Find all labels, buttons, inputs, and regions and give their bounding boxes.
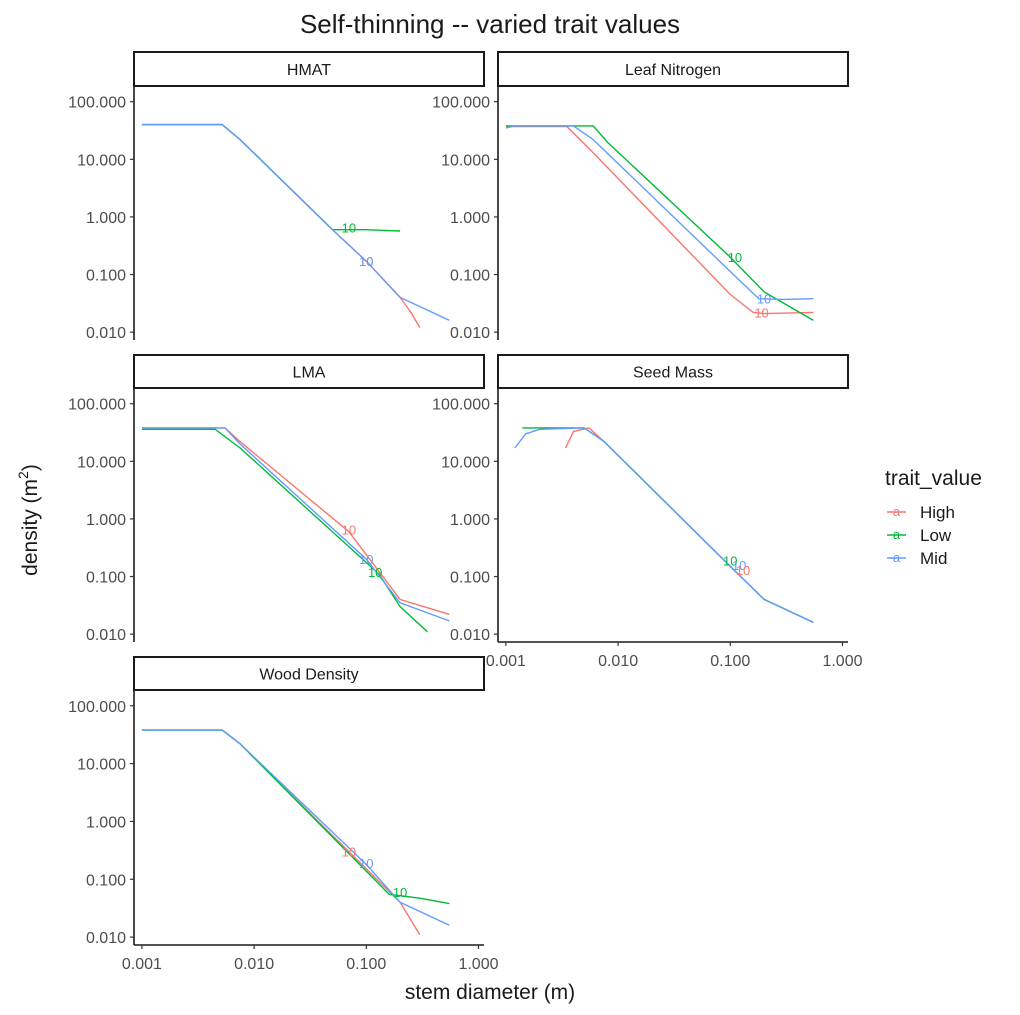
y-axis-unit-base: m (19, 479, 42, 497)
x-tick-label: 1.000 (822, 653, 862, 670)
annotation-label-low: 10 (728, 250, 742, 265)
y-tick-label: 10.000 (77, 757, 126, 774)
strip-hmat (133, 51, 485, 87)
strip-lma (133, 354, 485, 389)
y-tick-label: 100.000 (68, 95, 126, 112)
annotation-label-high: 10 (736, 563, 750, 578)
legend-item-high: a High (887, 503, 955, 522)
x-axis-title: stem diameter (m) (405, 981, 575, 1004)
series-line-low (141, 729, 450, 905)
y-tick-label: 10.000 (441, 454, 490, 471)
strip-label-lma: LMA (293, 365, 326, 382)
y-tick-label: 10.000 (77, 152, 126, 169)
y-tick-label: 0.010 (450, 325, 490, 342)
panel-seed-mass: Seed Mass 100.000 10.000 1.000 0.100 0.010 0.0… (432, 354, 863, 670)
y-tick-label: 1.000 (86, 210, 126, 227)
legend-label: High (920, 503, 955, 522)
legend-item-low: a Low (887, 526, 952, 545)
series-line-mid (514, 427, 814, 624)
annotation-label-mid: 10 (757, 292, 771, 307)
y-tick-label: 0.100 (86, 872, 126, 889)
strip-wood-density (133, 656, 485, 691)
series-line-high (141, 427, 450, 616)
legend: trait_value a High a Low a Mid (885, 467, 982, 568)
strip-label-wood-density: Wood Density (259, 667, 358, 684)
y-tick-label: 0.100 (450, 268, 490, 285)
y-tick-label: 0.010 (86, 627, 126, 644)
y-tick-label: 100.000 (432, 95, 490, 112)
y-tick-label: 1.000 (450, 210, 490, 227)
series-line-low (141, 123, 401, 232)
legend-title: trait_value (885, 467, 982, 490)
panel-wood-density: Wood Density 100.000 10.000 1.000 0.100 0.010… (68, 656, 499, 973)
annotation-label-low: 10 (368, 565, 382, 580)
y-tick-label: 100.000 (68, 397, 126, 414)
series-line-mid (505, 125, 814, 301)
annotation-label-low: 10 (393, 885, 407, 900)
strip-leaf-nitrogen (497, 51, 849, 87)
y-tick-label: 0.010 (450, 627, 490, 644)
series-line-low (522, 427, 814, 624)
legend-key-glyph: a (893, 504, 901, 519)
strip-label-hmat: HMAT (287, 62, 331, 79)
series-line-mid (141, 729, 450, 926)
annotation-label-mid: 10 (359, 254, 373, 269)
x-tick-label: 0.100 (710, 653, 750, 670)
legend-key-glyph: a (893, 527, 901, 542)
annotation-label-high: 10 (754, 305, 768, 320)
y-axis-unit-open: ( (19, 496, 42, 509)
legend-item-mid: a Mid (887, 549, 947, 568)
legend-items: a High a Low a Mid (887, 503, 955, 568)
legend-key-glyph: a (893, 550, 901, 565)
y-tick-label: 100.000 (68, 699, 126, 716)
y-axis-unit-exp: 2 (15, 471, 31, 479)
panel-leaf-nitrogen: Leaf Nitrogen 100.000 10.000 1.000 0.100 0.01… (432, 51, 849, 342)
x-tick-label: 0.010 (598, 653, 638, 670)
series-line-mid (141, 123, 450, 322)
series-line-low (141, 428, 428, 633)
legend-label: Mid (920, 549, 947, 568)
y-axis-title-text: density (19, 509, 42, 576)
y-tick-label: 0.100 (86, 570, 126, 587)
x-tick-label: 0.001 (486, 653, 526, 670)
facet-panels: HMAT100.00010.0001.0000.1000.010101010Le… (68, 51, 863, 973)
annotation-label-mid: 10 (732, 558, 746, 573)
strip-label-seed-mass: Seed Mass (633, 365, 713, 382)
series-line-high (141, 123, 421, 328)
y-tick-label: 10.000 (441, 152, 490, 169)
y-tick-label: 1.000 (86, 512, 126, 529)
annotation-label-mid: 10 (359, 856, 373, 871)
y-tick-label: 1.000 (86, 814, 126, 831)
strip-label-leaf-nitrogen: Leaf Nitrogen (625, 62, 721, 79)
annotation-label-high: 10 (359, 254, 373, 269)
x-tick-label: 1.000 (458, 956, 498, 973)
annotation-label-high: 10 (342, 845, 356, 860)
series-line-high (505, 125, 814, 315)
y-tick-label: 100.000 (432, 397, 490, 414)
series-line-mid (141, 427, 450, 622)
x-tick-label: 0.001 (122, 956, 162, 973)
legend-label: Low (920, 526, 952, 545)
strip-seed-mass (497, 354, 849, 389)
y-tick-label: 0.100 (450, 570, 490, 587)
x-tick-label: 0.100 (346, 956, 386, 973)
annotation-label-low: 10 (723, 553, 737, 568)
annotation-label-low: 10 (342, 221, 356, 236)
y-tick-label: 10.000 (77, 454, 126, 471)
series-line-high (141, 729, 421, 936)
chart-title: Self-thinning -- varied trait values (300, 9, 680, 39)
annotation-label-mid: 10 (359, 552, 373, 567)
y-axis-title: density (m2) (15, 464, 42, 576)
y-tick-label: 0.100 (86, 268, 126, 285)
y-tick-label: 1.000 (450, 512, 490, 529)
y-tick-label: 0.010 (86, 325, 126, 342)
annotation-label-high: 10 (342, 523, 356, 538)
y-tick-label: 0.010 (86, 930, 126, 947)
x-tick-label: 0.010 (234, 956, 274, 973)
y-axis-unit-close: ) (19, 464, 42, 471)
